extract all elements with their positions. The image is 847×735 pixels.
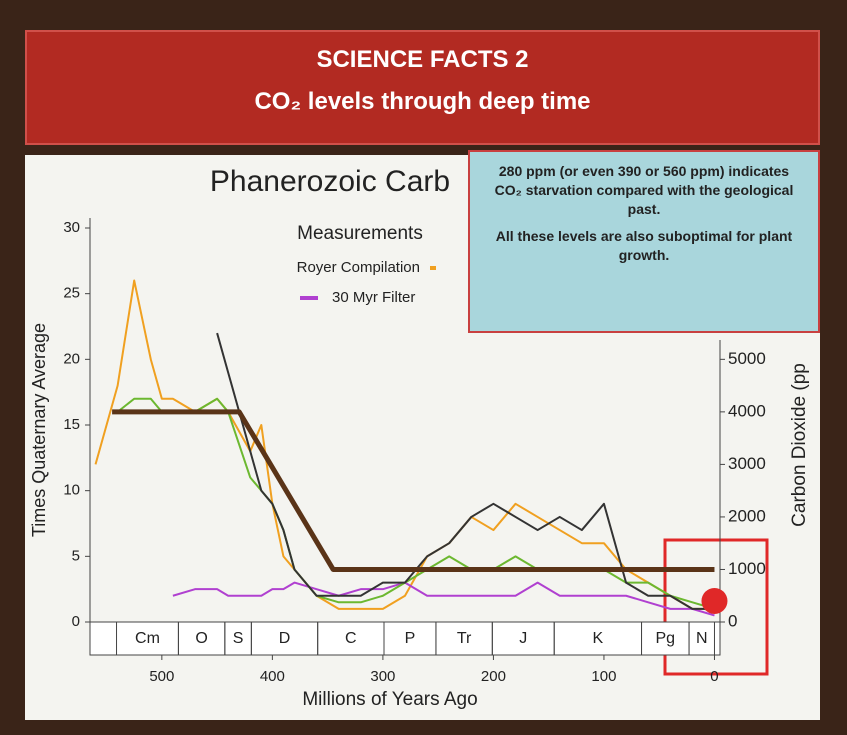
y2-tick-label: 4000 [728,401,766,420]
series-line [94,279,715,610]
series-line [172,581,715,617]
y-tick-label: 20 [63,350,80,367]
period-label: Tr [457,630,472,647]
x-tick-label: 400 [260,668,285,685]
header-subtitle: CO₂ levels through deep time [254,88,591,115]
legend-title: Measurements [297,223,423,244]
y2-axis-label: Carbon Dioxide (pp [789,363,810,527]
legend-label: 30 Myr Filter [332,289,415,306]
period-label: N [696,630,708,647]
period-label: Pg [656,630,676,647]
callout-text: All these levels are also suboptimal for… [495,228,793,263]
x-tick-label: 100 [591,668,616,685]
y2-tick-label: 5000 [728,349,766,368]
period-label: S [233,630,244,647]
x-tick-label: 0 [710,668,718,685]
y-axis-label: Times Quaternary Average [29,323,49,537]
y2-tick-label: 0 [728,611,737,630]
data-point [701,587,728,614]
header-title: SCIENCE FACTS 2 [316,46,529,73]
period-label: D [279,630,291,647]
callout: 280 ppm (or even 390 or 560 ppm) indicat… [468,150,820,333]
x-tick-label: 200 [481,668,506,685]
period-label: K [593,630,604,647]
callout-text: 280 ppm (or even 390 or 560 ppm) indicat… [494,163,794,217]
y-tick-label: 15 [63,416,80,433]
period-strip [89,621,721,656]
period-label: P [405,630,416,647]
header: SCIENCE FACTS 2 CO₂ levels through deep … [25,30,820,145]
period-label: O [195,630,207,647]
period-label: Cm [135,630,160,647]
period-label: C [345,630,357,647]
legend-label: Royer Compilation [297,259,420,276]
x-tick-label: 500 [149,668,174,685]
y2-tick-label: 2000 [728,506,766,525]
x-tick-label: 300 [370,668,395,685]
chart-title: Phanerozoic Carb [210,165,450,198]
y-tick-label: 10 [63,482,80,499]
y-tick-label: 5 [72,547,80,564]
period-box [688,621,715,656]
period-label: J [519,630,527,647]
y-tick-label: 0 [72,613,80,630]
y-tick-label: 25 [63,285,80,302]
y2-tick-label: 3000 [728,454,766,473]
y-tick-label: 30 [63,219,80,236]
y2-tick-label: 1000 [728,559,766,578]
series-line [112,409,715,572]
x-axis-label: Millions of Years Ago [302,689,477,710]
